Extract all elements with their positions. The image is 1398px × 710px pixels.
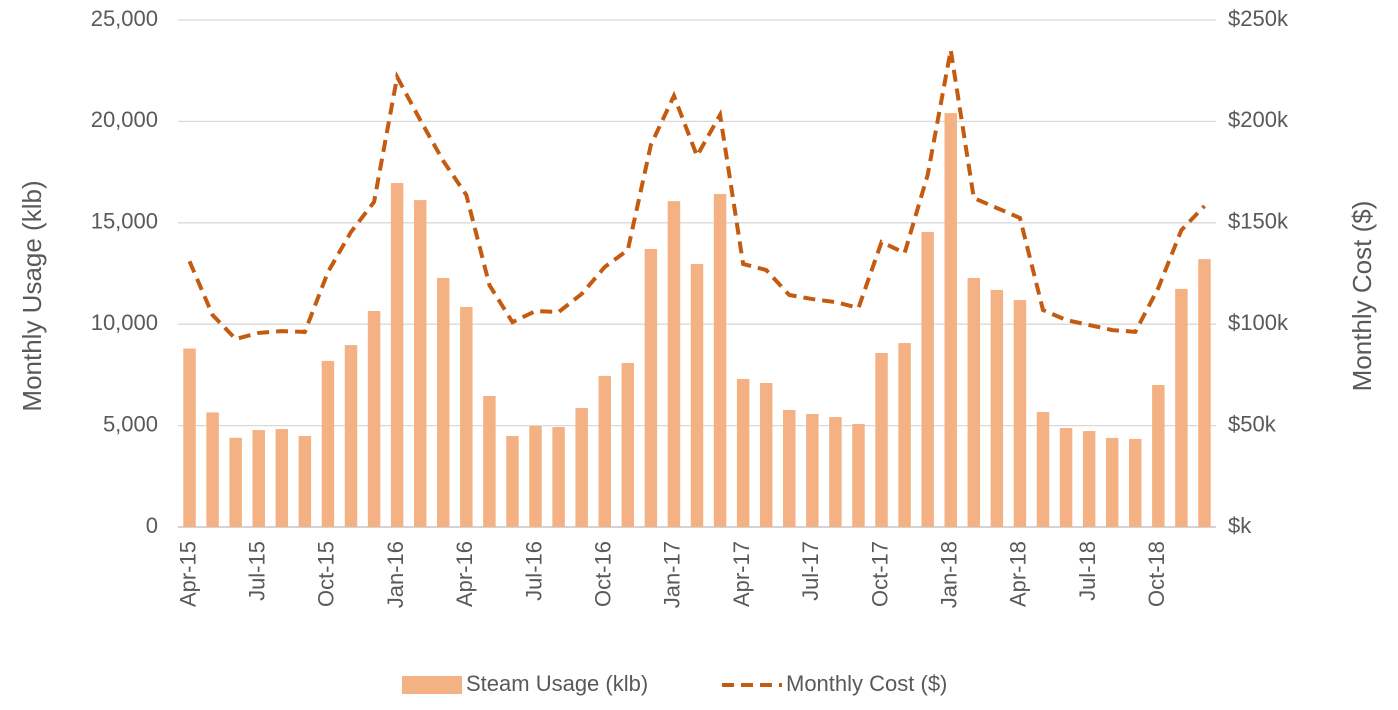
y2-tick-label: $150k (1228, 209, 1289, 234)
bar (390, 183, 404, 527)
bar (183, 348, 196, 527)
x-tick-label: Apr-18 (1006, 541, 1031, 607)
y-tick-label: 0 (146, 513, 158, 538)
y-tick-label: 10,000 (91, 310, 158, 335)
bar (298, 435, 312, 527)
bar (252, 430, 265, 527)
y2-tick-label: $k (1228, 513, 1252, 538)
x-tick-label: Oct-18 (1144, 541, 1169, 607)
x-tick-label: Jan-18 (937, 541, 962, 608)
bar (713, 194, 727, 528)
bar (552, 427, 565, 527)
bar (806, 414, 819, 527)
bar (529, 426, 542, 527)
legend-label: Monthly Cost ($) (786, 671, 947, 696)
y2-tick-label: $200k (1228, 107, 1289, 132)
x-tick-label: Jul-17 (798, 541, 823, 601)
x-tick-label: Oct-17 (867, 541, 892, 607)
x-tick-label: Oct-15 (314, 541, 339, 607)
y2-tick-label: $250k (1228, 6, 1289, 31)
legend-label: Steam Usage (klb) (466, 671, 648, 696)
x-tick-label: Jan-17 (660, 541, 685, 608)
bar (321, 360, 335, 527)
bar (783, 409, 796, 527)
bar (344, 345, 358, 527)
bar (229, 437, 242, 527)
bar (990, 289, 1004, 527)
bar (1059, 428, 1073, 527)
bar (944, 113, 957, 527)
bar (621, 362, 635, 527)
x-tick-label: Jul-15 (245, 541, 270, 601)
bar (1129, 438, 1142, 527)
bar (852, 423, 865, 527)
y-tick-label: 25,000 (91, 6, 158, 31)
x-tick-label: Apr-16 (452, 541, 477, 607)
bar (759, 383, 773, 527)
bar (921, 231, 934, 527)
bar (367, 311, 381, 527)
bar (644, 248, 658, 528)
bar (967, 277, 981, 527)
bar (483, 395, 496, 527)
y2-tick-label: $100k (1228, 310, 1289, 335)
bar (598, 375, 611, 527)
bar (1082, 431, 1096, 527)
bar (1198, 259, 1211, 527)
bar (667, 201, 681, 527)
y-tick-label: 15,000 (91, 209, 158, 234)
bar (1152, 385, 1165, 527)
legend-swatch (402, 676, 462, 694)
bar (575, 407, 588, 527)
bar (506, 435, 519, 527)
bar (460, 306, 473, 527)
bar (1036, 412, 1050, 527)
x-tick-label: Oct-16 (591, 541, 616, 607)
bar (1105, 437, 1119, 527)
y-tick-label: 20,000 (91, 107, 158, 132)
x-tick-label: Apr-17 (729, 541, 754, 607)
bar (875, 352, 888, 527)
bar (275, 429, 289, 527)
bar (829, 417, 842, 527)
bar (413, 200, 427, 527)
bar (1013, 300, 1027, 527)
x-tick-label: Jul-18 (1075, 541, 1100, 601)
x-tick-label: Apr-15 (175, 541, 200, 607)
y-axis-title: Monthly Usage (klb) (17, 180, 47, 411)
x-tick-label: Jan-16 (383, 541, 408, 608)
bar (437, 277, 450, 527)
bar (736, 378, 750, 527)
bar (206, 412, 219, 527)
y-tick-label: 5,000 (103, 411, 158, 436)
bar (898, 343, 911, 527)
bar (690, 263, 704, 527)
x-tick-label: Jul-16 (521, 541, 546, 601)
bar (1175, 288, 1188, 527)
y2-tick-label: $50k (1228, 411, 1277, 436)
y2-axis-title: Monthly Cost ($) (1347, 201, 1377, 392)
